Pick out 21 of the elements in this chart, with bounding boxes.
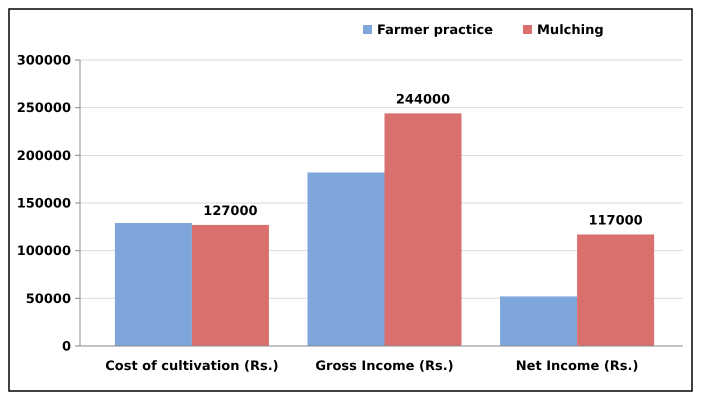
x-tick-label: Gross Income (Rs.) bbox=[315, 359, 454, 374]
bar bbox=[192, 224, 269, 346]
data-label: 117000 bbox=[588, 213, 643, 228]
bar bbox=[500, 296, 578, 346]
y-tick-label: 100000 bbox=[16, 244, 71, 260]
y-tick-label: 250000 bbox=[16, 101, 71, 116]
data-label: 244000 bbox=[396, 92, 450, 108]
legend-label: Mulching bbox=[537, 23, 604, 38]
data-label: 127000 bbox=[203, 204, 258, 219]
y-tick-label: 150000 bbox=[16, 196, 71, 212]
y-tick-label: 300000 bbox=[16, 54, 71, 69]
x-tick-label: Cost of cultivation (Rs.) bbox=[105, 359, 279, 374]
bar bbox=[577, 234, 654, 346]
legend-label: Farmer practice bbox=[377, 23, 494, 38]
y-tick-label: 50000 bbox=[26, 292, 71, 307]
bar bbox=[114, 223, 192, 346]
y-tick-label: 0 bbox=[62, 340, 71, 355]
x-tick-label: Net Income (Rs.) bbox=[516, 359, 638, 374]
bar bbox=[307, 172, 384, 346]
y-tick-label: 200000 bbox=[16, 148, 71, 164]
bar bbox=[384, 113, 462, 346]
